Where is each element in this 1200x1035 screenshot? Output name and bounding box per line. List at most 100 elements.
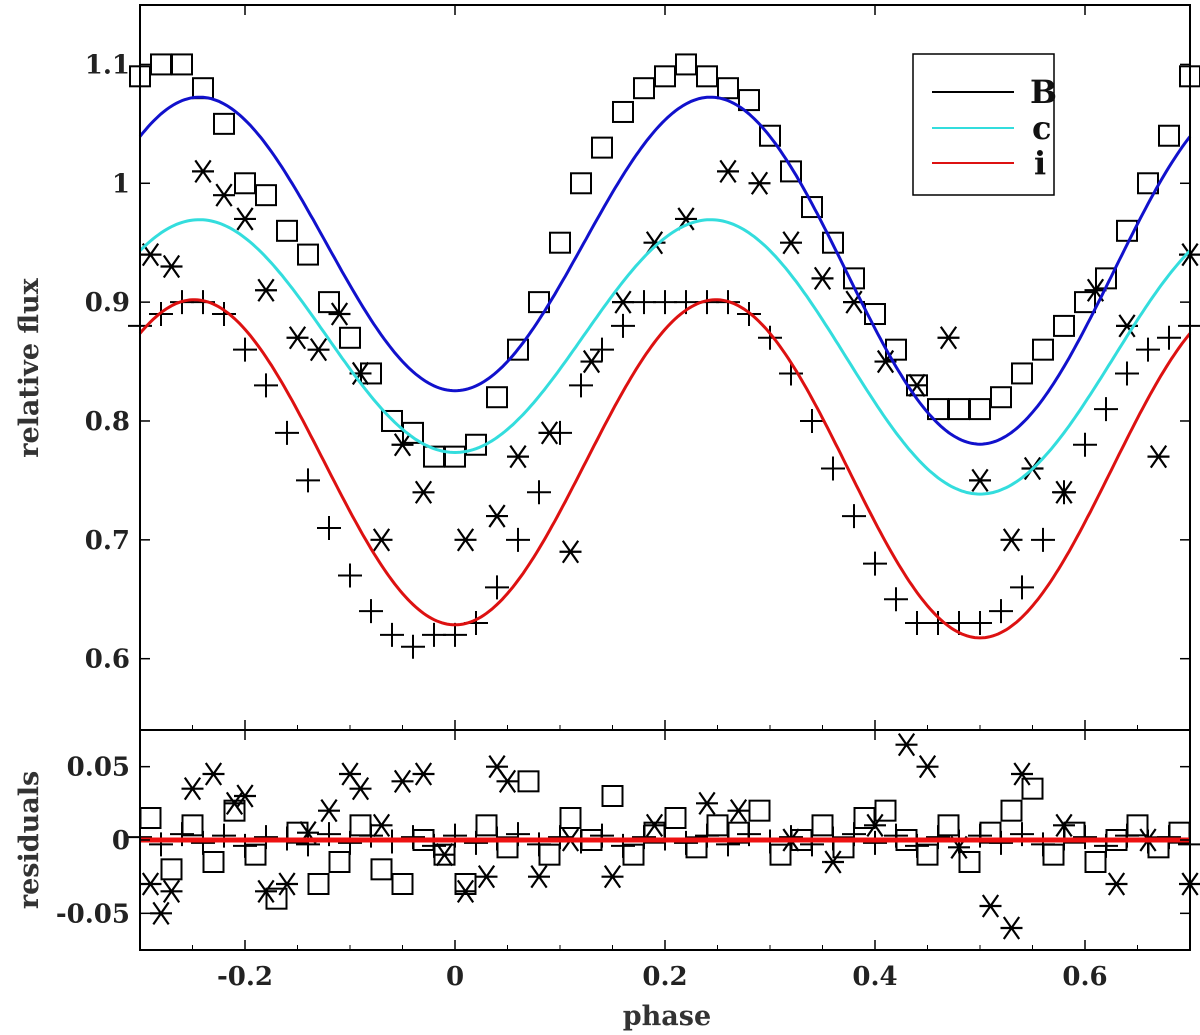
residual-point-i — [1094, 833, 1118, 858]
data-point-c — [160, 254, 183, 279]
residual-point-i — [548, 825, 572, 850]
data-point-b — [654, 65, 676, 88]
residual-point-i — [149, 832, 173, 857]
residual-point-c — [1053, 813, 1075, 837]
data-point-b — [990, 386, 1012, 409]
y-tick-label-flux: 0.6 — [85, 645, 130, 675]
residual-point-b — [328, 851, 351, 873]
data-point-c — [612, 290, 634, 314]
residual-point-c — [276, 872, 298, 896]
x-tick-label: 0 — [446, 962, 464, 992]
data-point-c — [192, 159, 214, 184]
residual-point-i — [506, 822, 530, 847]
residual-point-b — [958, 851, 981, 873]
data-point-c — [286, 326, 309, 350]
data-point-c — [454, 528, 477, 552]
data-point-b — [759, 124, 781, 147]
data-point-b — [402, 421, 424, 444]
data-point-i — [380, 622, 404, 647]
data-point-i — [758, 325, 782, 350]
residual-point-c — [864, 813, 886, 837]
data-point-c — [580, 349, 603, 374]
x-axis-title: phase — [623, 1001, 711, 1032]
residual-point-b — [748, 799, 771, 822]
residual-point-b — [622, 843, 645, 866]
y-axis-title-flux: relative flux — [14, 277, 45, 457]
residual-point-b — [475, 814, 498, 837]
data-point-i — [443, 622, 467, 647]
legend-box — [912, 53, 1055, 196]
residual-point-c — [1000, 916, 1023, 940]
data-point-c — [969, 468, 991, 493]
residual-point-b — [769, 843, 792, 866]
residual-point-c — [916, 755, 939, 779]
residual-point-i — [1010, 822, 1034, 847]
data-point-i — [338, 563, 362, 588]
data-point-i — [611, 313, 635, 338]
data-point-c — [643, 231, 666, 255]
data-point-b — [1011, 362, 1033, 385]
residual-point-b — [706, 814, 729, 837]
residual-point-i — [716, 832, 740, 857]
data-point-i — [275, 420, 299, 445]
data-point-i — [569, 373, 593, 398]
residual-point-b — [1084, 851, 1107, 873]
data-point-b — [633, 77, 655, 100]
model-curve-b — [138, 95, 1192, 446]
residual-point-i — [590, 823, 614, 848]
residual-point-c — [895, 733, 918, 757]
residual-point-i — [317, 822, 341, 847]
data-point-i — [968, 611, 992, 636]
data-point-b — [612, 100, 634, 123]
residual-point-i — [695, 823, 719, 848]
data-point-b — [213, 112, 235, 135]
data-point-c — [507, 445, 529, 469]
data-point-c — [559, 540, 582, 564]
y-tick-label-residuals: 0 — [112, 826, 130, 856]
data-point-c — [255, 278, 277, 302]
data-point-i — [548, 420, 572, 445]
legend: B c i — [912, 53, 1057, 196]
data-point-b — [381, 409, 403, 432]
data-point-i — [359, 599, 383, 624]
data-point-i — [254, 373, 278, 398]
data-point-b — [801, 196, 823, 219]
data-point-b — [1053, 314, 1075, 337]
data-point-c — [213, 183, 235, 207]
data-point-i — [1010, 575, 1034, 600]
residual-point-c — [528, 865, 550, 889]
data-point-b — [297, 243, 319, 266]
data-point-c — [328, 302, 351, 326]
data-point-b — [1032, 338, 1054, 361]
data-point-b — [717, 77, 739, 100]
data-point-b — [780, 160, 802, 183]
residual-point-i — [632, 825, 656, 850]
data-point-b — [444, 445, 466, 468]
residual-point-b — [265, 887, 288, 910]
data-point-b — [864, 303, 886, 326]
residuals-panel: -0.2 0 0.2 0.4 0.6 -0.05 0 0.05 residuals phase — [14, 729, 1200, 1032]
residual-point-i — [779, 825, 803, 850]
data-point-b — [570, 172, 592, 195]
y-tick-label-residuals: 0.05 — [67, 753, 130, 783]
residual-point-b — [139, 807, 162, 829]
residual-point-b — [307, 873, 330, 895]
flux-plot-area — [128, 53, 1200, 659]
residual-point-c — [349, 777, 372, 801]
legend-label-i: i — [1034, 144, 1046, 182]
residual-point-b — [223, 799, 246, 822]
x-tick-label: 0.2 — [642, 962, 687, 992]
data-point-c — [937, 326, 960, 350]
data-point-i — [653, 290, 677, 315]
residual-point-c — [160, 879, 183, 903]
residual-point-i — [905, 833, 929, 858]
data-point-b — [150, 53, 172, 76]
data-point-b — [969, 398, 991, 421]
data-point-c — [370, 528, 393, 552]
residual-point-i — [443, 823, 467, 848]
residual-point-b — [454, 873, 477, 895]
data-point-i — [821, 456, 845, 481]
data-point-c — [1147, 445, 1170, 469]
data-point-i — [863, 551, 887, 576]
residual-point-b — [517, 770, 540, 793]
